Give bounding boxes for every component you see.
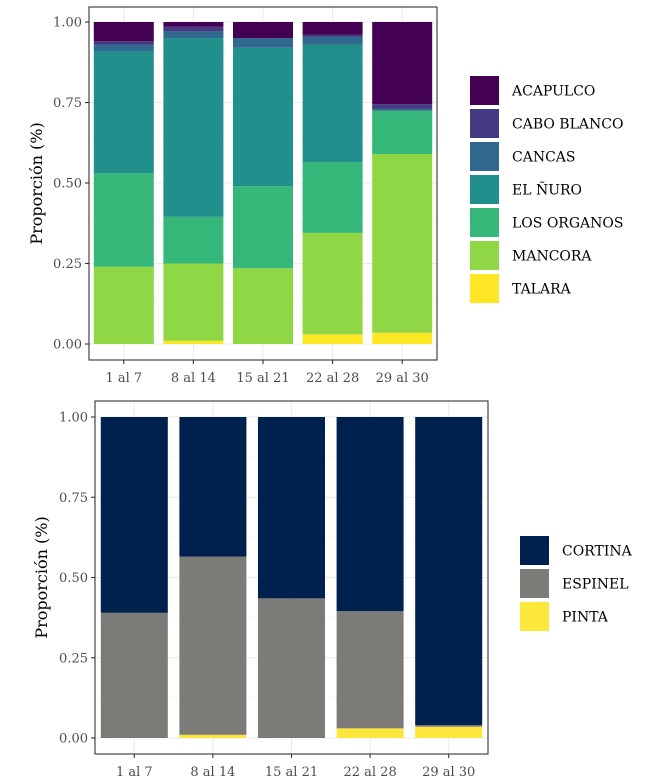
x-tick-label: 1 al 7: [116, 765, 153, 780]
x-tick-label: 22 al 28: [306, 371, 359, 386]
chart-municipality-proportion: 0.00 0.25 0.50 0.75 1.00 1 al 7 8 al 14 15 al 2…: [27, 6, 623, 386]
y-tick-label: 0.75: [53, 96, 82, 111]
bar-segment-mancora-22-al-28: [302, 232, 363, 335]
bar-segment-talara-29-al-30: [372, 332, 433, 344]
bar-segment-mancora-15-al-21: [233, 268, 293, 344]
bar-segment-acapulco-22-al-28: [302, 22, 363, 35]
legend-label-cancas: CANCAS: [512, 150, 576, 166]
y-axis-title: Proporción (%): [27, 122, 46, 244]
bar-segment-los-organos-8-al-14: [163, 216, 224, 264]
bar-segment-cabo-blanco-29-al-30: [372, 104, 433, 109]
bar-segment-cortina-22-al-28: [336, 417, 404, 612]
x-tick-label: 15 al 21: [265, 765, 318, 780]
x-tick-label: 8 al 14: [171, 371, 216, 386]
legend-swatch-cabo-blanco: [470, 109, 499, 138]
chart-gear-proportion: 0.00 0.25 0.50 0.75 1.00 1 al 7 8 al 14 15 al 2…: [32, 400, 633, 780]
y-tick-label: 1.00: [53, 16, 82, 31]
legend-label-espinel: ESPINEL: [562, 577, 629, 593]
bar-segment-cancas-29-al-30: [372, 108, 433, 111]
bar-segment-espinel-1-al-7: [100, 612, 168, 738]
bar-segment-acapulco-1-al-7: [93, 22, 154, 42]
y-tick-label: 0.75: [59, 491, 88, 506]
x-tick-label: 8 al 14: [190, 765, 235, 780]
bar-segment-espinel-29-al-30: [415, 725, 483, 727]
bar-segment-talara-22-al-28: [302, 334, 363, 344]
legend-swatch-pinta: [520, 602, 549, 631]
legend-swatch-cortina: [520, 536, 549, 565]
bar-segment-cortina-8-al-14: [179, 417, 247, 557]
bar-segment-los-organos-15-al-21: [233, 186, 293, 269]
bar-segment-los-organos-22-al-28: [302, 162, 363, 233]
bar-segment-cancas-8-al-14: [163, 31, 224, 39]
bar-segment-cancas-15-al-21: [233, 38, 293, 48]
y-axis-title: Proporción (%): [32, 516, 51, 638]
legend: ACAPULCO CABO BLANCO CANCAS EL ÑURO LOS ORGA…: [470, 76, 623, 303]
bar-segment-el-nuro-1-al-7: [93, 50, 154, 174]
legend-swatch-acapulco: [470, 76, 499, 105]
x-tick-label: 29 al 30: [422, 765, 475, 780]
bar-segment-los-organos-1-al-7: [93, 173, 154, 267]
x-tick-label: 29 al 30: [376, 371, 429, 386]
bar-segment-el-nuro-8-al-14: [163, 38, 224, 217]
bar-segment-mancora-8-al-14: [163, 263, 224, 341]
bar-segment-cancas-1-al-7: [93, 44, 154, 51]
bar-segment-el-nuro-22-al-28: [302, 44, 363, 163]
bar-segment-acapulco-29-al-30: [372, 22, 433, 105]
bar-segment-mancora-29-al-30: [372, 154, 433, 333]
legend-label-acapulco: ACAPULCO: [511, 84, 595, 100]
x-tick-label: 22 al 28: [343, 765, 396, 780]
bar-segment-el-nuro-15-al-21: [233, 47, 293, 187]
bar-segment-cabo-blanco-22-al-28: [302, 34, 363, 37]
y-tick-label: 0.25: [53, 257, 82, 272]
legend-label-cabo-blanco: CABO BLANCO: [512, 117, 623, 133]
bar-segment-cancas-22-al-28: [302, 36, 363, 45]
legend-label-pinta: PINTA: [562, 610, 609, 626]
bar-segment-cortina-15-al-21: [258, 417, 325, 599]
bar-segment-acapulco-8-al-14: [163, 22, 224, 27]
bar-segment-cabo-blanco-1-al-7: [93, 41, 154, 45]
y-tick-label: 1.00: [59, 411, 88, 426]
x-tick-label: 15 al 21: [236, 371, 289, 386]
bar-segment-cortina-29-al-30: [415, 417, 483, 726]
legend-label-mancora: MANCORA: [512, 249, 592, 265]
y-tick-label: 0.50: [53, 177, 82, 192]
legend-swatch-cancas: [470, 142, 499, 171]
legend-swatch-mancora: [470, 241, 499, 270]
legend-swatch-los-organos: [470, 208, 499, 237]
bar-segment-talara-8-al-14: [163, 340, 224, 344]
x-tick-label: 1 al 7: [105, 371, 142, 386]
legend: CORTINA ESPINEL PINTA: [520, 536, 633, 631]
bar-segment-espinel-15-al-21: [258, 598, 325, 738]
legend-label-cortina: CORTINA: [562, 544, 633, 560]
bar-segment-mancora-1-al-7: [93, 266, 154, 344]
bar-segment-pinta-29-al-30: [415, 726, 483, 738]
bar-segment-los-organos-29-al-30: [372, 110, 433, 155]
y-tick-label: 0.00: [59, 732, 88, 747]
legend-label-los-organos: LOS ORGANOS: [512, 216, 623, 232]
legend-swatch-talara: [470, 274, 499, 303]
bar-segment-cabo-blanco-8-al-14: [163, 26, 224, 32]
y-tick-label: 0.25: [59, 651, 88, 666]
bar-segment-acapulco-15-al-21: [233, 22, 293, 39]
legend-swatch-el-nuro: [470, 175, 499, 204]
bar-segment-pinta-22-al-28: [336, 728, 404, 738]
bar-segment-espinel-8-al-14: [179, 556, 247, 735]
y-tick-label: 0.00: [53, 338, 82, 353]
bar-segment-pinta-8-al-14: [179, 734, 247, 738]
bar-segment-espinel-22-al-28: [336, 611, 404, 729]
legend-label-talara: TALARA: [512, 282, 572, 298]
legend-swatch-espinel: [520, 569, 549, 598]
y-tick-label: 0.50: [59, 571, 88, 586]
legend-label-el-nuro: EL ÑURO: [512, 181, 582, 199]
bar-segment-cortina-1-al-7: [100, 417, 168, 613]
